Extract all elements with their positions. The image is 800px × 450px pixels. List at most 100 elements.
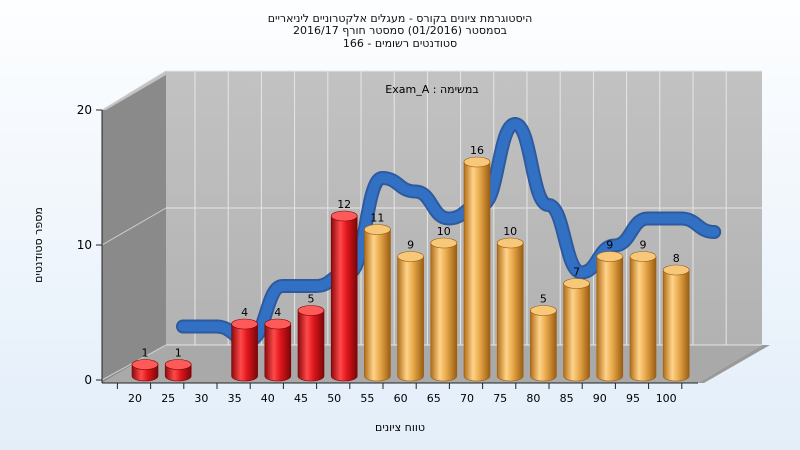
bar-25	[164, 359, 192, 382]
bar-85	[563, 278, 590, 382]
bar-100	[662, 264, 690, 382]
data-label: 1	[142, 347, 149, 360]
bar-body	[463, 161, 491, 382]
bar-body	[596, 256, 624, 382]
bar-35	[231, 318, 258, 382]
bar-top	[530, 305, 557, 316]
y-tick-labels: 0 10 20	[77, 103, 92, 387]
data-label: 9	[640, 239, 647, 252]
data-label: 5	[308, 293, 315, 306]
x-tick-label: 35	[228, 392, 242, 405]
bar-top	[563, 278, 590, 289]
right-wall-edge	[698, 345, 770, 383]
bar-body	[563, 283, 590, 382]
data-label: 10	[437, 225, 451, 238]
grid-wall-line	[101, 70, 167, 111]
bar-body	[629, 256, 657, 382]
x-tick-label: 40	[261, 392, 275, 405]
bar-body	[430, 242, 458, 382]
x-tick-label: 90	[593, 392, 607, 405]
x-tick-label: 30	[194, 392, 208, 405]
x-tick-label: 70	[460, 392, 474, 405]
bar-top	[297, 305, 325, 316]
bar-70	[463, 156, 491, 382]
x-tick-label: 55	[360, 392, 374, 405]
x-tick-label: 95	[626, 392, 640, 405]
x-tick-label: 65	[427, 392, 441, 405]
chart-title-line-2: בסמסטר (01/2016) סמסטר חורף 2016/17	[293, 24, 507, 37]
y-tick-label: 20	[77, 103, 92, 117]
bar-body	[496, 242, 524, 382]
bar-top	[264, 318, 292, 330]
bar-90	[596, 251, 624, 382]
data-label: 4	[241, 306, 248, 319]
x-tick-label: 20	[128, 392, 142, 405]
x-tick-label: 85	[560, 392, 574, 405]
bar-50	[330, 210, 358, 382]
bar-75	[496, 237, 524, 382]
bar-body	[364, 229, 391, 382]
bar-body	[330, 215, 358, 382]
bar-top	[463, 156, 491, 168]
bar-body	[397, 256, 424, 382]
bar-60	[397, 251, 424, 382]
data-label: 9	[606, 239, 613, 252]
x-tick-label: 80	[526, 392, 540, 405]
data-label: 11	[370, 212, 384, 225]
bar-body	[662, 269, 690, 382]
data-label: 10	[503, 225, 517, 238]
bar-top	[430, 237, 458, 249]
bar-body	[264, 323, 292, 382]
data-label: 4	[274, 306, 281, 319]
data-label: 8	[673, 252, 680, 265]
bar-body	[231, 323, 258, 382]
bar-body	[297, 310, 325, 382]
x-tick-label: 50	[327, 392, 341, 405]
data-label: 1	[175, 347, 182, 360]
x-tick-label: 45	[294, 392, 308, 405]
bar-40	[264, 318, 292, 382]
data-label: 16	[470, 144, 484, 157]
annotation-label: Exam_A : במשימה	[385, 83, 478, 96]
x-tick-label: 100	[656, 392, 677, 405]
data-label: 5	[540, 293, 547, 306]
bar-top	[397, 251, 424, 262]
bar-45	[297, 305, 325, 382]
bar-body	[530, 310, 557, 382]
axes	[96, 109, 698, 389]
y-axis-label: מספר סטודנטים	[32, 207, 45, 283]
chart-title-line-3: סטודנטים רשומים - 166	[342, 37, 458, 50]
x-tick-label: 25	[161, 392, 175, 405]
bar-top	[330, 210, 358, 222]
bar-55	[364, 224, 391, 382]
trend-ribbon	[178, 118, 720, 346]
bar-top	[662, 264, 690, 276]
x-axis-label: טווח ציונים	[375, 421, 425, 434]
curve-layer	[176, 116, 722, 348]
bars	[131, 156, 690, 382]
bar-top	[231, 318, 258, 330]
grid-wall-line	[101, 207, 167, 246]
bar-top	[364, 224, 391, 235]
y-tick-label: 10	[77, 238, 92, 252]
bar-20	[131, 359, 159, 382]
bar-top	[131, 359, 159, 370]
y-tick-label: 0	[84, 373, 92, 387]
bar-65	[430, 237, 458, 382]
x-tick-label: 60	[394, 392, 408, 405]
bar-top	[596, 251, 624, 262]
bar-95	[629, 251, 657, 382]
bar-top	[164, 359, 192, 370]
bar-80	[530, 305, 557, 382]
x-tick-labels: 20 25 30 35 40 45 50 55 60 65 70 75 80 85 90 95 100	[128, 392, 677, 405]
data-label: 9	[407, 239, 414, 252]
x-tick-label: 75	[493, 392, 507, 405]
bar-top	[496, 237, 524, 249]
data-label: 7	[573, 266, 580, 279]
chart-title-line-1: היסטוגרמת ציונים בקורס - מעגלים אלקטרוני…	[267, 12, 533, 25]
data-label: 12	[337, 198, 351, 211]
bar-top	[629, 251, 657, 262]
